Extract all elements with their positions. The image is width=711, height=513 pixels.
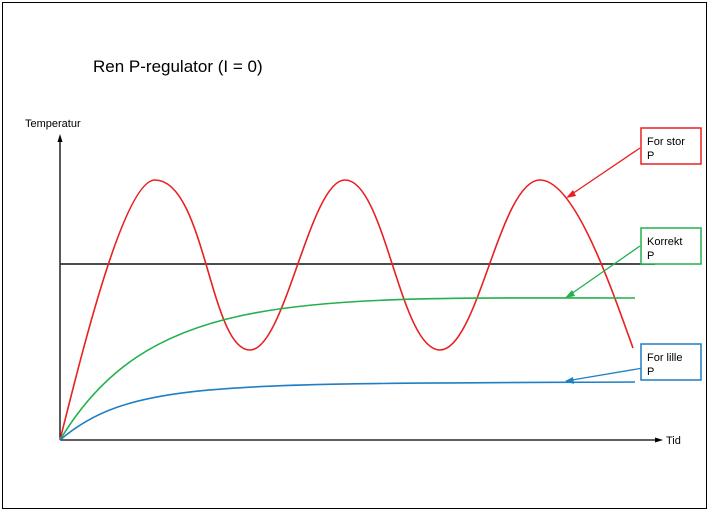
korrekt-p-label-line1: Korrekt <box>647 236 682 248</box>
for-lille-p-curve <box>59 381 636 441</box>
slide-frame <box>2 2 707 509</box>
for-stor-p-box <box>640 127 702 165</box>
for-lille-p-label-line1: For lille <box>647 352 682 364</box>
for-stor-p-label-line1: For stor <box>647 136 685 148</box>
y-axis-label: Temperatur <box>25 118 81 130</box>
for-lille-p-label-line2: P <box>647 366 654 378</box>
for-lille-p-box <box>640 343 702 381</box>
korrekt-p-label-line2: P <box>647 250 654 262</box>
korrekt-p-arrow <box>565 245 641 298</box>
x-axis-arrowhead <box>655 437 663 443</box>
for-stor-p-curve <box>59 179 634 441</box>
y-axis-arrowhead <box>57 134 63 142</box>
for-stor-p-callout: For stor P <box>640 127 702 165</box>
korrekt-p-box <box>640 227 702 265</box>
for-stor-p-arrow <box>566 147 641 198</box>
korrekt-p-callout: Korrekt P <box>640 227 702 265</box>
x-axis-label: Tid <box>666 435 681 447</box>
for-lille-p-callout: For lille P <box>640 343 702 381</box>
for-lille-p-arrow <box>565 367 644 384</box>
korrekt-p-curve <box>59 297 636 441</box>
for-stor-p-label-line2: P <box>647 150 654 162</box>
diagram-title: Ren P-regulator (I = 0) <box>93 57 263 76</box>
